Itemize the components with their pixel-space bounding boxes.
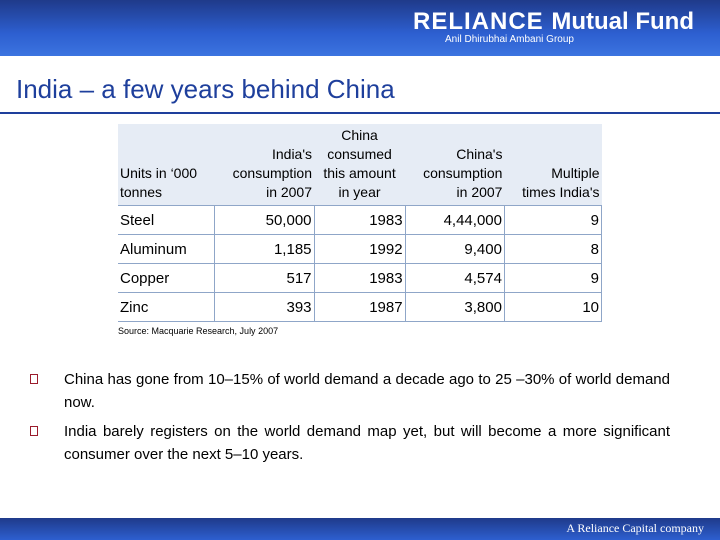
cell-multiple: 9 [504,263,603,293]
cell-china-2007: 9,400 [405,234,505,264]
cell-china-2007: 4,574 [405,263,505,293]
cell-metal: Copper [118,263,216,293]
title-divider [0,112,720,114]
cell-china-year: 1983 [314,205,406,235]
header-china-consumption: China's consumption in 2007 [405,124,505,206]
header-units: Units in ‘000 tonnes [118,124,215,206]
logo-brand: RELIANCE [413,8,544,35]
bullet-text: China has gone from 10–15% of world dema… [64,371,670,411]
bullet-square-icon [30,374,38,384]
cell-india-2007: 517 [214,263,315,293]
cell-india-2007: 393 [214,292,315,322]
header-band [0,0,720,56]
reliance-logo: RELIANCE Mutual Fund Anil Dhirubhai Amba… [413,8,694,45]
source-note: Source: Macquarie Research, July 2007 [118,326,279,336]
table-header-row: Units in ‘000 tonnes India's consumption in… [118,124,602,206]
cell-china-2007: 4,44,000 [405,205,505,235]
header-india-consumption: India's consumption in 2007 [214,124,315,206]
cell-metal: Steel [118,205,216,235]
table-row: Zinc 393 1987 3,800 10 [118,292,603,322]
bullet-item: India barely registers on the world dema… [30,420,670,466]
bullet-square-icon [30,426,38,436]
consumption-table: Units in ‘000 tonnes India's consumption in… [118,124,603,322]
cell-multiple: 10 [504,292,603,322]
cell-metal: Aluminum [118,234,216,264]
logo-tagline: Anil Dhirubhai Ambani Group [445,34,574,45]
table-row: Copper 517 1983 4,574 9 [118,263,603,293]
footer-band [0,518,720,540]
bullet-text: India barely registers on the world dema… [64,423,670,463]
table-row: Steel 50,000 1983 4,44,000 9 [118,205,603,235]
cell-multiple: 9 [504,205,603,235]
cell-china-2007: 3,800 [405,292,505,322]
table-row: Aluminum 1,185 1992 9,400 8 [118,234,603,264]
footer-text: A Reliance Capital company [566,521,704,535]
header-multiple: Multiple times India's [504,124,602,206]
cell-multiple: 8 [504,234,603,264]
cell-india-2007: 1,185 [214,234,315,264]
cell-india-2007: 50,000 [214,205,315,235]
header-china-year: China consumed this amount in year [314,124,406,206]
cell-metal: Zinc [118,292,216,322]
cell-china-year: 1983 [314,263,406,293]
cell-china-year: 1987 [314,292,406,322]
bullet-item: China has gone from 10–15% of world dema… [30,368,670,414]
logo-wordmark: RELIANCE Mutual Fund [413,8,694,36]
cell-china-year: 1992 [314,234,406,264]
slide-title: India – a few years behind China [16,74,395,104]
logo-product: Mutual Fund [551,8,694,35]
